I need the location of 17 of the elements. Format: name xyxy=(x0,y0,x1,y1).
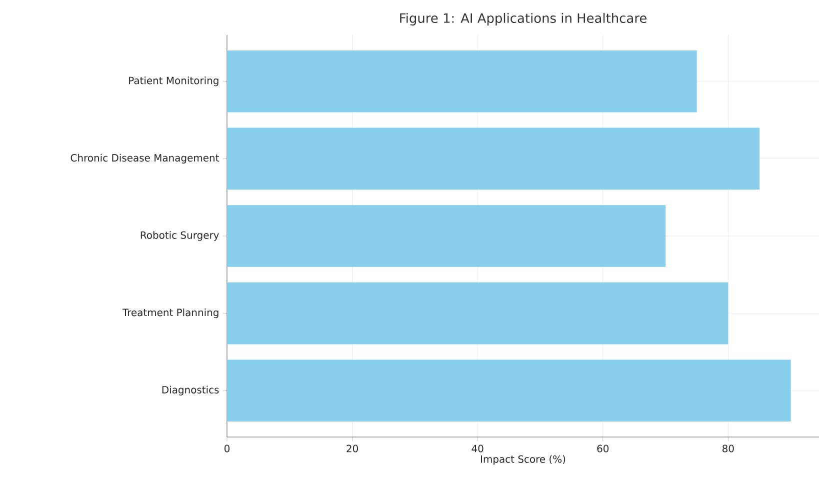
bar xyxy=(226,205,666,267)
x-tick-label: 20 xyxy=(346,444,358,452)
x-tick-label: 80 xyxy=(722,444,734,452)
chart-title: Figure 1: AI Applications in Healthcare xyxy=(400,12,646,26)
x-tick-label: 40 xyxy=(472,444,484,452)
bar xyxy=(226,360,791,422)
x-tick-label: 60 xyxy=(597,444,609,452)
x-axis-title: Impact Score (%) xyxy=(481,455,566,465)
y-tick-label: Patient Monitoring xyxy=(129,76,218,86)
bar xyxy=(226,50,697,112)
bar xyxy=(226,128,760,190)
y-tick-label: Chronic Disease Management xyxy=(70,154,219,164)
x-tick-label: 0 xyxy=(224,444,230,452)
bar xyxy=(226,282,728,344)
y-tick-label: Treatment Planning xyxy=(122,308,218,318)
y-tick-label: Robotic Surgery xyxy=(140,231,219,241)
y-tick-label: Diagnostics xyxy=(162,386,219,396)
